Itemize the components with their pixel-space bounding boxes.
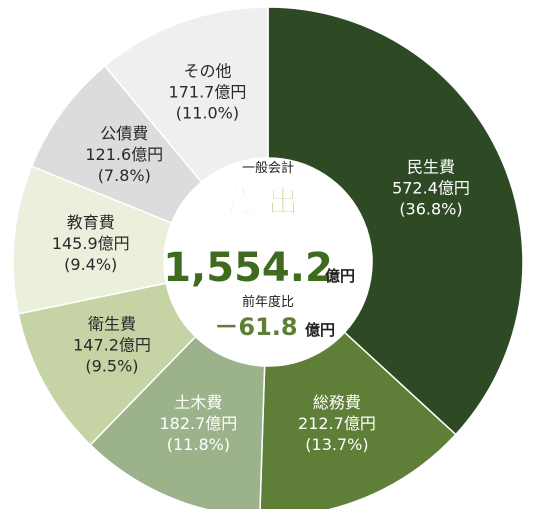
slice-percent: (13.7%) (305, 435, 368, 454)
slice-label-3: 衛生費 147.2億円 (9.5%) (73, 315, 151, 376)
slice-percent: (36.8%) (399, 199, 462, 218)
slice-amount: 121.6億円 (85, 145, 163, 164)
slice-label-2: 土木費 182.7億円 (11.8%) (160, 393, 238, 454)
slice-category: 衛生費 (88, 315, 136, 334)
center-compare-unit: 億円 (305, 321, 335, 339)
slice-label-1: 総務費 212.7億円 (13.7%) (298, 393, 376, 454)
slice-amount: 572.4億円 (392, 178, 470, 197)
slice-percent: (11.8%) (167, 435, 230, 454)
slice-amount: 147.2億円 (73, 336, 151, 355)
center-compare-label: 前年度比 (242, 294, 294, 310)
center-title: 歳出 (228, 185, 308, 220)
slice-category: その他 (183, 62, 231, 81)
slice-category: 教育費 (67, 213, 115, 232)
center-compare-value: －61.8 (214, 313, 297, 341)
slice-amount: 145.9億円 (52, 234, 130, 253)
slice-amount: 171.7億円 (169, 83, 247, 102)
slice-label-6: その他 171.7億円 (11.0%) (169, 62, 247, 123)
slice-label-5: 公債費 121.6億円 (7.8%) (85, 124, 163, 185)
slice-percent: (7.8%) (98, 166, 151, 185)
donut-slices (12, 6, 524, 509)
slice-labels: 民生費 572.4億円 (36.8%) 総務費 212.7億円 (13.7%) 土木費 182… (52, 62, 470, 455)
slice-percent: (9.4%) (64, 255, 117, 274)
slice-label-0: 民生費 572.4億円 (36.8%) (392, 157, 470, 218)
slice-amount: 182.7億円 (160, 414, 238, 433)
center-total-unit: 億円 (325, 267, 355, 285)
slice-percent: (9.5%) (85, 357, 138, 376)
center-subtitle: 一般会計 (242, 160, 294, 176)
donut-hole (164, 158, 372, 366)
slice-category: 土木費 (174, 393, 222, 412)
slice-label-4: 教育費 145.9億円 (9.4%) (52, 213, 130, 274)
slice-amount: 212.7億円 (298, 414, 376, 433)
slice-category: 民生費 (407, 157, 455, 176)
center-summary: 一般会計 歳出 1,554.2 億円 前年度比 －61.8 億円 (163, 160, 355, 341)
slice-category: 総務費 (313, 393, 361, 412)
slice-percent: (11.0%) (176, 104, 239, 123)
center-total-value: 1,554.2 (163, 245, 333, 291)
slice-category: 公債費 (100, 124, 148, 143)
